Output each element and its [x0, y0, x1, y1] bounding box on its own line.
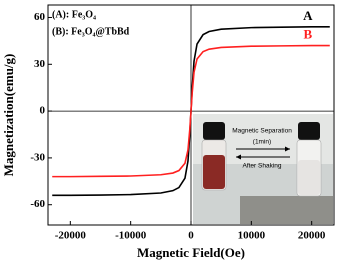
inset-text: After Shaking	[242, 163, 281, 170]
plot-frame	[47, 4, 335, 226]
curve-label: B	[303, 27, 312, 42]
x-tick-label: 0	[188, 230, 194, 242]
arrow-head	[285, 146, 290, 152]
series-line	[52, 44, 330, 178]
vial-cap	[203, 122, 225, 140]
x-tick-label: 10000	[238, 230, 266, 242]
x-tick-label: -20000	[55, 230, 87, 242]
magnet	[240, 196, 333, 224]
y-tick-label: -30	[30, 151, 45, 163]
inset-text: (1min)	[253, 139, 271, 146]
legend-label: (B): Fe₃O₄@TbBd	[52, 26, 130, 37]
y-axis-label: Magnetization(emu/g)	[1, 54, 16, 177]
inset-text: Magnetic Separation	[232, 128, 292, 135]
vial-liquid	[298, 160, 320, 195]
x-axis-label: Magnetic Field(Oe)	[137, 245, 245, 260]
x-tick-label: -10000	[115, 230, 147, 242]
arrow-head	[236, 154, 241, 160]
y-tick-label: 0	[40, 105, 46, 117]
curve-label: A	[303, 8, 313, 23]
x-tick-label: 20000	[298, 230, 326, 242]
y-tick-label: -60	[30, 198, 45, 210]
y-tick-label: 30	[34, 58, 46, 70]
inset-photo: Magnetic Separation (1min) After Shaking	[193, 114, 333, 224]
legend-label: (A): Fe₃O₄	[52, 9, 96, 20]
vial-liquid	[203, 155, 225, 189]
vial-cap	[298, 122, 320, 140]
y-tick-label: 60	[34, 11, 46, 23]
